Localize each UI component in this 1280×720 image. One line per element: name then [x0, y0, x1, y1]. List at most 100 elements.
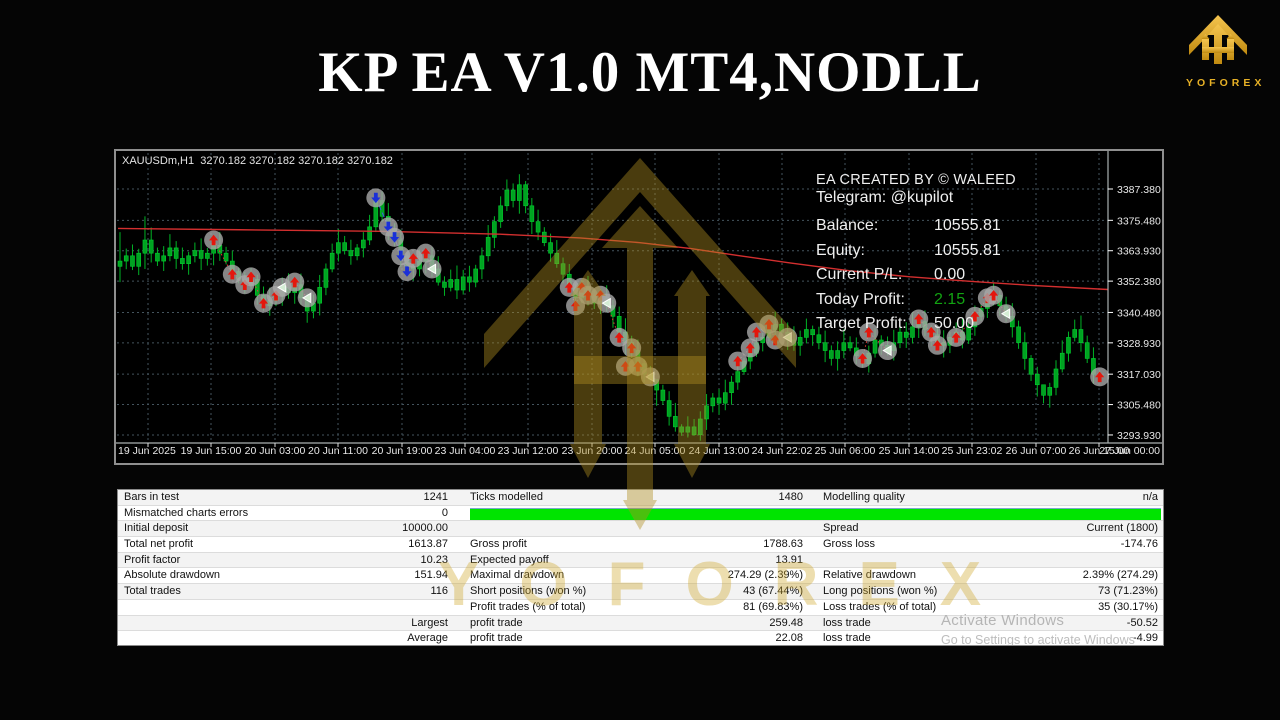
exit-arrow-icon — [302, 292, 312, 304]
ea-stat-value: 2.15 — [934, 290, 966, 308]
buy-arrow-icon — [1095, 371, 1105, 383]
svg-text:3352.380: 3352.380 — [1117, 276, 1161, 288]
yoforex-logo-icon — [1189, 15, 1247, 64]
report-label: Total net profit — [124, 538, 194, 551]
svg-text:23 Jun 04:00: 23 Jun 04:00 — [435, 445, 496, 457]
svg-text:23 Jun 20:00: 23 Jun 20:00 — [562, 445, 623, 457]
buy-arrow-icon — [240, 279, 250, 290]
buy-arrow-icon — [246, 271, 256, 283]
report-value: 259.48 — [769, 616, 803, 629]
buy-arrow-icon — [209, 234, 219, 246]
svg-text:25 Jun 14:00: 25 Jun 14:00 — [879, 445, 940, 457]
ea-stat-row: Balance: 10555.81 — [816, 214, 1156, 239]
svg-text:19 Jun 2025: 19 Jun 2025 — [118, 445, 176, 457]
ea-stat-label: Today Profit: — [816, 290, 905, 308]
buy-arrow-icon — [857, 353, 868, 364]
buy-arrow-icon — [989, 290, 999, 301]
ea-stat-row: Target Profit: 50.00 — [816, 312, 1156, 337]
report-value: -174.76 — [1120, 538, 1158, 551]
buy-arrow-icon — [627, 342, 637, 354]
report-label: Modelling quality — [823, 491, 905, 503]
report-value: 151.94 — [414, 569, 448, 582]
report-rows: Bars in test 1241 Ticks modelled 1480 Modell… — [118, 490, 1163, 645]
buy-arrow-icon — [595, 290, 606, 301]
ea-stat-value: 10555.81 — [934, 241, 1001, 259]
report-row: Profit trades (% of total) 81 (69.83%) Los… — [118, 599, 1163, 616]
brand-name: YOFOREX — [1186, 77, 1266, 89]
brand-logo: YOFOREX — [1182, 12, 1266, 89]
report-label: Spread — [823, 522, 859, 535]
ea-stat-label: Current P/L: — [816, 266, 903, 283]
ea-info-overlay: EA CREATED BY © WALEED Telegram: @kupilo… — [816, 172, 1156, 337]
report-value: 1788.63 — [763, 538, 803, 551]
buy-arrow-icon — [408, 253, 418, 264]
report-value: 10000.00 — [402, 522, 448, 535]
report-value: n/a — [1142, 491, 1158, 503]
report-label: Absolute drawdown — [124, 569, 221, 582]
report-label — [118, 600, 352, 615]
ea-stat-value: 50.00 — [934, 315, 975, 332]
buy-arrow-icon — [926, 326, 936, 338]
ea-stat-row: Today Profit: 2.15 — [816, 288, 1156, 313]
buy-arrow-icon — [970, 311, 980, 322]
exit-arrow-icon — [645, 371, 655, 383]
svg-text:3363.930: 3363.930 — [1117, 246, 1161, 258]
report-label: profit trade — [470, 632, 523, 645]
report-value: Current (1800) — [1086, 522, 1158, 535]
report-label: Profit trades (% of total) — [470, 600, 586, 613]
report-row: Largest profit trade 259.48 loss trade -50.5… — [118, 615, 1163, 632]
ea-stat-row: Equity: 10555.81 — [816, 239, 1156, 264]
report-label: loss trade — [823, 616, 871, 629]
sell-arrow-icon — [396, 250, 406, 262]
report-label — [803, 553, 1041, 568]
report-label: Bars in test — [124, 491, 180, 503]
report-label: Gross loss — [823, 538, 875, 551]
svg-text:24 Jun 13:00: 24 Jun 13:00 — [689, 445, 750, 457]
report-label — [448, 521, 698, 536]
buy-arrow-icon — [620, 361, 631, 372]
report-label: Gross profit — [470, 538, 527, 551]
svg-text:3375.480: 3375.480 — [1117, 215, 1161, 227]
report-value: 1241 — [423, 491, 448, 503]
exit-arrow-icon — [882, 345, 892, 357]
chart-window[interactable]: 3387.380 3375.480 3363.930 3352.380 3340.480… — [114, 149, 1164, 465]
report-label: Initial deposit — [124, 522, 189, 535]
sell-arrow-icon — [402, 266, 412, 277]
buy-arrow-icon — [614, 332, 624, 343]
ea-credit-line: EA CREATED BY © WALEED — [816, 172, 1016, 188]
ea-stat-label: Equity: — [816, 241, 865, 259]
report-label: Profit factor — [124, 553, 181, 566]
svg-text:25 Jun 06:00: 25 Jun 06:00 — [815, 445, 876, 457]
activate-windows-watermark: Activate Windows — [941, 612, 1065, 629]
report-value: 116 — [430, 585, 448, 598]
svg-text:3305.480: 3305.480 — [1117, 400, 1161, 412]
report-value: 81 (69.83%) — [743, 600, 803, 613]
report-row: Mismatched charts errors 0 — [118, 505, 1163, 522]
report-value: 1480 — [778, 491, 803, 503]
buy-arrow-icon — [633, 361, 643, 372]
report-label: Expected payoff — [470, 553, 549, 566]
buy-arrow-icon — [770, 334, 780, 346]
report-label: Mismatched charts errors — [124, 506, 249, 519]
buy-arrow-icon — [227, 269, 237, 280]
svg-text:3317.030: 3317.030 — [1117, 369, 1161, 381]
buy-arrow-icon — [951, 332, 961, 343]
modelling-quality-bar — [470, 507, 1161, 520]
buy-arrow-icon — [577, 282, 587, 293]
corner-time-label: 27 Jun 00:00 — [1099, 445, 1160, 457]
exit-arrow-icon — [426, 263, 437, 275]
buy-arrow-icon — [764, 319, 774, 330]
report-value: 2.39% (274.29) — [1082, 569, 1158, 582]
sell-arrow-icon — [371, 192, 381, 204]
buy-arrow-icon — [583, 290, 593, 301]
report-value: 43 (67.44%) — [743, 585, 803, 598]
buy-arrow-icon — [864, 326, 874, 338]
buy-arrow-icon — [271, 290, 281, 301]
svg-text:20 Jun 03:00: 20 Jun 03:00 — [245, 445, 306, 457]
price-chart: 3387.380 3375.480 3363.930 3352.380 3340.480… — [116, 151, 1162, 457]
buy-arrow-icon — [751, 326, 762, 338]
exit-arrow-icon — [1000, 308, 1011, 320]
buy-arrow-icon — [932, 340, 943, 351]
svg-text:20 Jun 11:00: 20 Jun 11:00 — [308, 445, 368, 457]
report-value: 73 (71.23%) — [1098, 585, 1158, 598]
